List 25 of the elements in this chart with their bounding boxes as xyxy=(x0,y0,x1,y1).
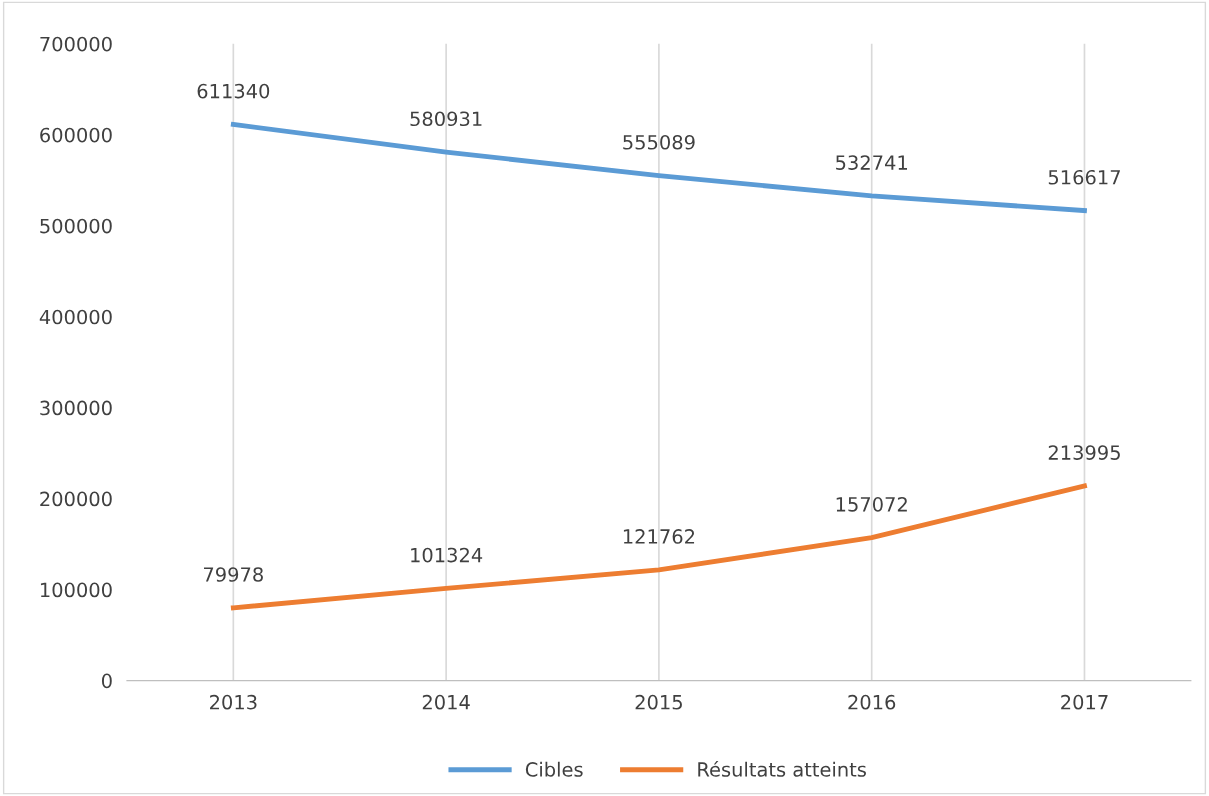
y-tick-label: 500000 xyxy=(40,218,112,234)
legend-label: Résultats atteints xyxy=(698,760,866,777)
y-tick-label: 0 xyxy=(101,673,112,689)
data-label: 101324 xyxy=(411,547,483,563)
data-label: 213995 xyxy=(1048,445,1120,460)
y-tick-label: 400000 xyxy=(39,309,112,325)
y-tick-label: 700000 xyxy=(40,36,112,52)
data-label: 555089 xyxy=(623,134,695,150)
y-tick-label: 200000 xyxy=(40,491,112,507)
y-tick-label: 600000 xyxy=(40,127,112,143)
legend-label: Cibles xyxy=(525,761,583,777)
y-tick-label: 100000 xyxy=(40,582,112,598)
x-tick-label: 2017 xyxy=(1061,694,1108,710)
x-tick-label: 2013 xyxy=(210,694,257,710)
data-label: 516617 xyxy=(1048,169,1120,185)
data-label: 611340 xyxy=(197,83,270,99)
x-tick-label: 2014 xyxy=(422,694,470,710)
y-tick-label: 300000 xyxy=(40,400,112,416)
data-label: 532741 xyxy=(836,155,908,170)
data-label: 79978 xyxy=(204,567,263,582)
x-tick-label: 2015 xyxy=(635,694,682,710)
data-label: 121762 xyxy=(623,529,695,544)
data-label: 580931 xyxy=(410,111,482,127)
x-tick-label: 2016 xyxy=(848,694,896,710)
data-label: 157072 xyxy=(836,496,907,512)
